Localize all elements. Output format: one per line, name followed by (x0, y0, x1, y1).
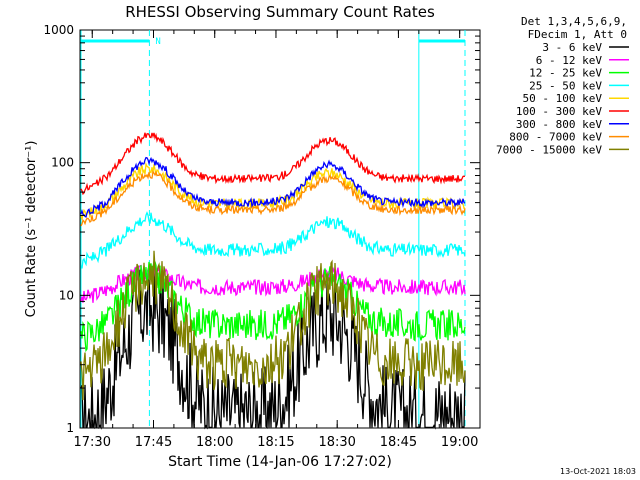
timestamp: 13-Oct-2021 18:03 (560, 467, 636, 476)
axes-layer: 17:30 17:45 18:00 18:15 18:30 18:45 19:00 1 10 10… (43, 23, 480, 450)
x-tick-label: 18:00 (196, 435, 233, 450)
x-tick-label: 19:00 (441, 435, 478, 450)
legend: Det 1,3,4,5,6,9,FDecim 1, Att 03 - 6 keV… (496, 15, 629, 156)
y-tick-label: 1000 (43, 23, 74, 37)
x-tick-label: 18:30 (318, 435, 355, 450)
series-line-8 (80, 250, 466, 401)
legend-entry-label: 100 - 300 keV (516, 105, 602, 118)
series-line-5 (80, 132, 466, 196)
x-tick-label: 18:45 (380, 435, 417, 450)
series-line-6 (80, 156, 466, 218)
chart-title: RHESSI Observing Summary Count Rates (125, 3, 435, 21)
y-tick-label: 1 (66, 421, 74, 435)
series-line-3 (80, 211, 466, 269)
legend-entry-label: 12 - 25 keV (529, 67, 602, 80)
y-tick-label: 100 (51, 156, 74, 170)
x-tick-label: 17:45 (135, 435, 172, 450)
y-axis-label: Count Rate (s⁻¹ detector⁻¹) (24, 141, 39, 318)
y-tick-label: 10 (59, 288, 74, 302)
series-line-7 (80, 170, 466, 227)
legend-header-line: Det 1,3,4,5,6,9, (521, 15, 627, 28)
legend-entry-label: 50 - 100 keV (523, 92, 603, 105)
x-tick-label: 18:15 (257, 435, 294, 450)
legend-entry-label: 3 - 6 keV (542, 41, 602, 54)
legend-header-line: FDecim 1, Att 0 (528, 28, 627, 41)
legend-entry-label: 800 - 7000 keV (509, 131, 602, 144)
x-axis-label: Start Time (14-Jan-06 17:27:02) (168, 454, 392, 470)
legend-entry-label: 25 - 50 keV (529, 79, 602, 92)
night-marker-label: N (155, 37, 160, 47)
legend-entry-label: 6 - 12 keV (536, 54, 603, 67)
plot-frame (79, 29, 481, 429)
series-layer (80, 132, 466, 430)
legend-entry-label: 300 - 800 keV (516, 118, 602, 131)
legend-entry-label: 7000 - 15000 keV (496, 143, 602, 156)
series-line-0 (80, 265, 466, 430)
x-tick-label: 17:30 (74, 435, 111, 450)
